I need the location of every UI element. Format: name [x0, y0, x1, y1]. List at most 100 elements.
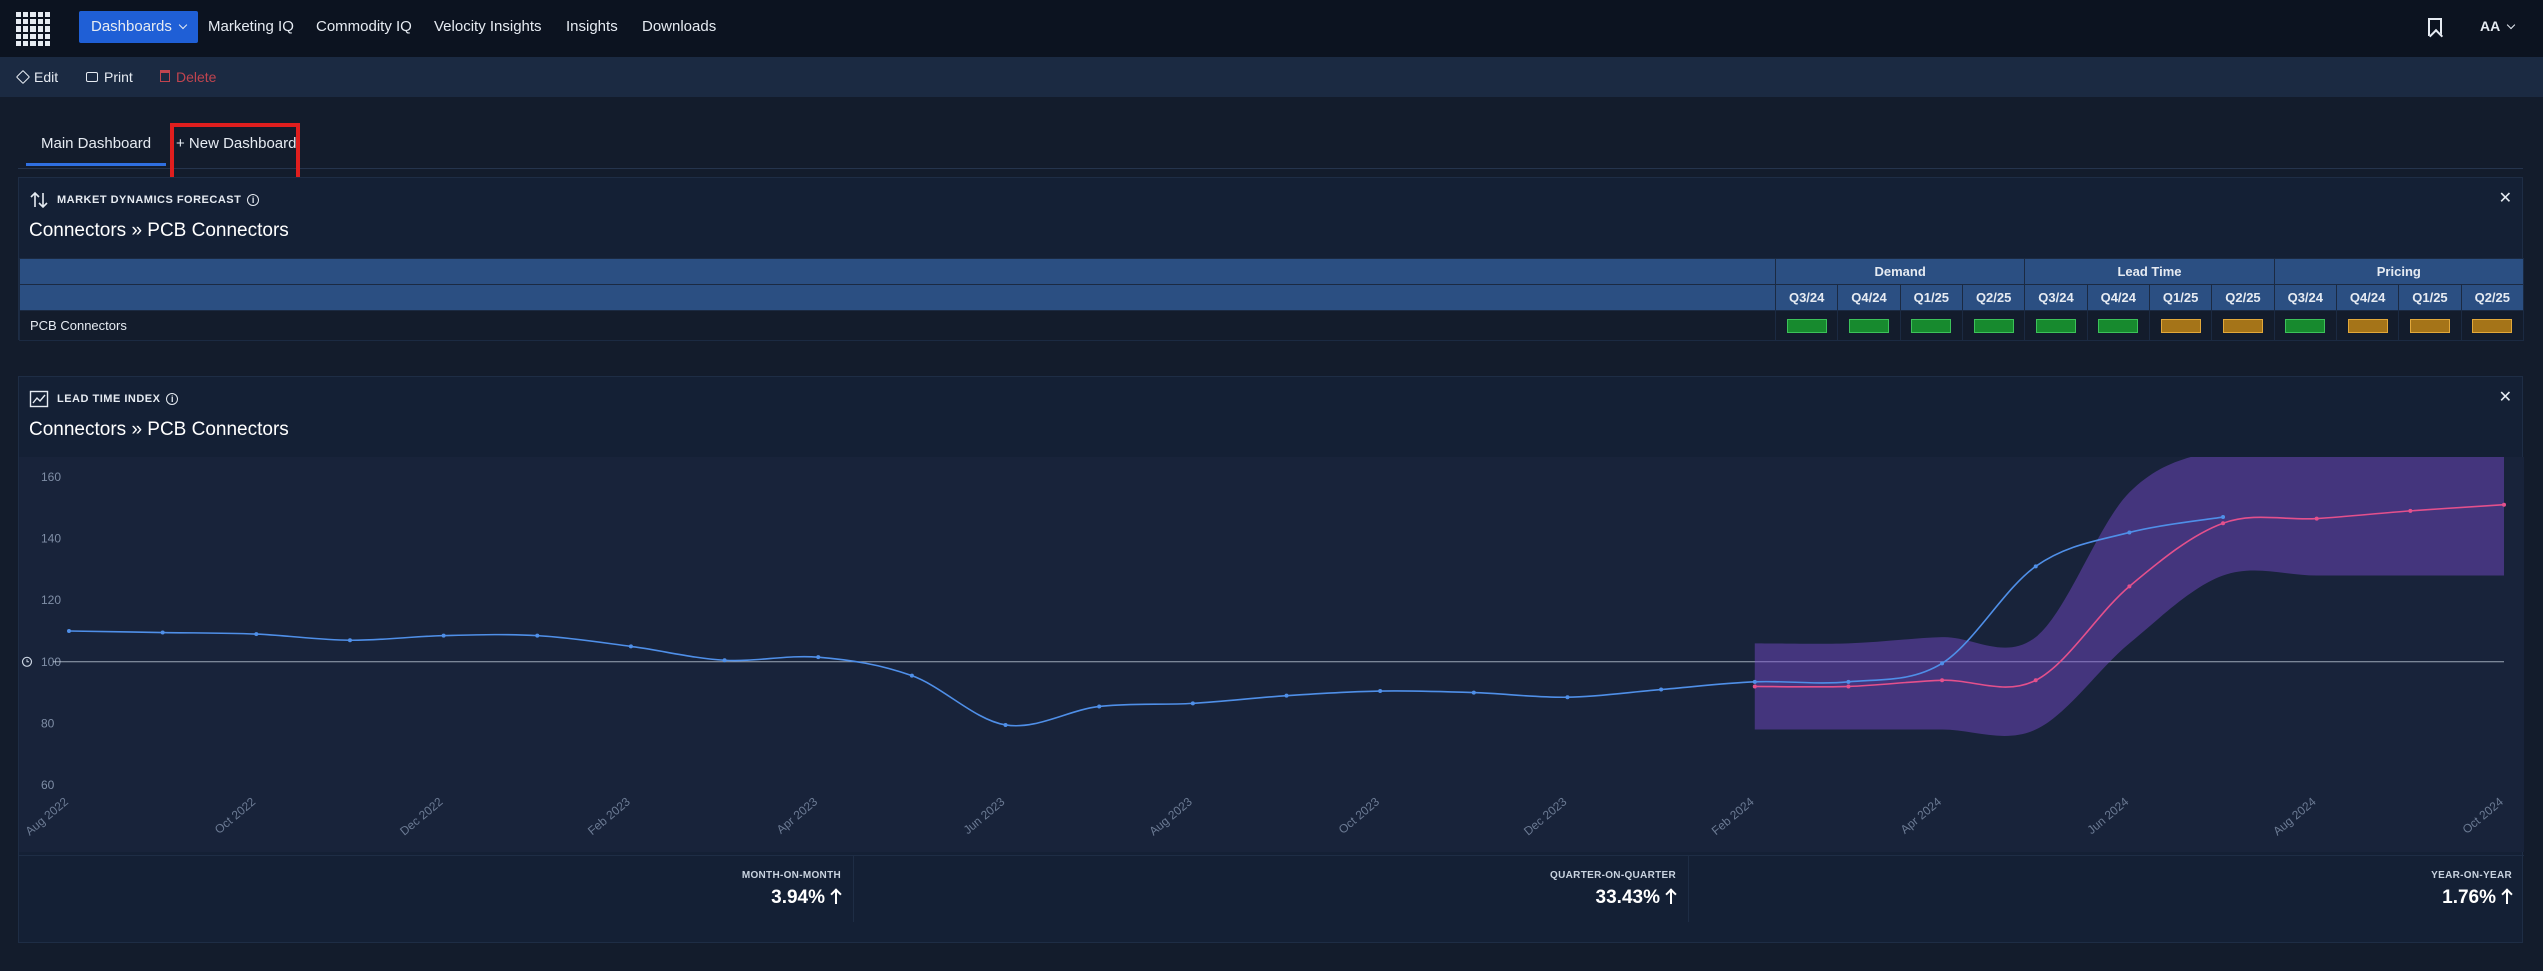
data-point	[441, 633, 446, 638]
status-cell	[1899, 310, 1963, 341]
stat-value: 3.94%	[19, 887, 841, 909]
data-point	[1846, 684, 1851, 689]
panel-subtitle: Connectors » PCB Connectors	[29, 220, 289, 241]
status-indicator	[1848, 318, 1889, 333]
data-point	[535, 633, 540, 638]
quarter-header: Q3/24	[1774, 284, 1839, 311]
nav-commodity-iq[interactable]: Commodity IQ	[316, 18, 412, 35]
data-point	[1471, 690, 1476, 695]
data-point	[1565, 695, 1570, 700]
status-cell	[1837, 310, 1901, 341]
clock-hands	[26, 659, 29, 663]
info-icon[interactable]: i	[247, 194, 260, 206]
sort-arrows-icon	[30, 191, 48, 209]
chevron-down-icon	[178, 20, 188, 30]
delete-button[interactable]: Delete	[160, 57, 216, 97]
close-icon[interactable]: ✕	[2498, 190, 2512, 207]
quarter-header: Q3/24	[2273, 284, 2337, 311]
data-point	[1190, 701, 1195, 706]
nav-dashboards[interactable]: Dashboards	[79, 11, 198, 43]
arrow-up-icon	[1666, 888, 1676, 904]
data-point	[1659, 687, 1664, 692]
highlight-box	[170, 123, 300, 183]
stats-bar: MONTH-ON-MONTH 3.94% QUARTER-ON-QUARTER …	[19, 855, 2524, 922]
dashboard-toolbar: Edit Print Delete	[0, 57, 2543, 97]
status-indicator	[1973, 318, 2014, 333]
table-quarter-row: Q3/24 Q4/24 Q1/25 Q2/25 Q3/24 Q4/24 Q1/2…	[19, 284, 2525, 311]
arrow-up-icon	[831, 888, 841, 904]
quarter-header: Q3/24	[2024, 284, 2088, 311]
quarter-header: Q1/25	[1899, 284, 1963, 311]
lead-time-index-panel: LEAD TIME INDEX i ✕ Connectors » PCB Con…	[18, 376, 2524, 943]
quarter-header: Q2/25	[2211, 284, 2275, 311]
quarter-header: Q4/24	[1837, 284, 1901, 311]
user-menu[interactable]: AA	[2480, 18, 2516, 34]
data-point	[1846, 679, 1851, 684]
quarter-header: Q2/25	[2460, 284, 2525, 311]
status-indicator	[2472, 318, 2513, 333]
quarter-header: Q4/24	[2335, 284, 2400, 311]
tab-new-dashboard[interactable]: + New Dashboard	[176, 135, 297, 152]
print-button[interactable]: Print	[86, 57, 133, 97]
data-point	[816, 655, 821, 660]
status-cell	[2273, 310, 2337, 341]
status-indicator	[2409, 318, 2450, 333]
data-point	[1097, 704, 1102, 709]
stat-label: YEAR-ON-YEAR	[2431, 870, 2512, 881]
data-point	[67, 629, 71, 633]
nav-insights[interactable]: Insights	[566, 18, 618, 35]
chart-background	[19, 457, 2524, 852]
status-indicator	[2347, 318, 2388, 333]
status-cell	[2024, 310, 2088, 341]
lead-time-chart[interactable]: 60 80 100 120 140 160 Aug 2022 Oct 2022 Dec 2022…	[19, 436, 2524, 852]
data-point	[1752, 684, 1757, 689]
group-header: Lead Time	[2024, 258, 2275, 285]
row-label: PCB Connectors	[19, 310, 1776, 341]
status-cell	[2211, 310, 2275, 341]
close-icon[interactable]: ✕	[2498, 389, 2512, 406]
status-indicator	[1786, 318, 1827, 333]
app-logo-icon[interactable]	[16, 12, 50, 46]
panel-title: MARKET DYNAMICS FORECAST	[57, 194, 242, 206]
data-point	[2408, 508, 2413, 513]
data-point	[628, 644, 633, 649]
status-cell	[1774, 310, 1839, 341]
printer-icon	[86, 72, 98, 82]
tab-main-dashboard[interactable]: Main Dashboard	[26, 122, 167, 166]
y-tick-label: 160	[41, 470, 61, 484]
stat-quarter-on-quarter: QUARTER-ON-QUARTER 33.43%	[854, 856, 1689, 922]
stat-year-on-year: YEAR-ON-YEAR 1.76%	[1689, 856, 2524, 922]
y-tick-label: 120	[41, 593, 61, 607]
data-point	[909, 673, 914, 678]
panel-header: MARKET DYNAMICS FORECAST i	[29, 190, 260, 210]
bookmark-icon[interactable]	[2428, 18, 2442, 36]
chevron-down-icon	[2506, 20, 2516, 30]
table-row[interactable]: PCB Connectors	[19, 310, 2525, 341]
nav-downloads[interactable]: Downloads	[642, 18, 717, 35]
edit-button[interactable]: Edit	[15, 57, 58, 97]
data-point	[160, 630, 165, 635]
data-point	[254, 632, 259, 637]
quarter-header: Q2/25	[1961, 284, 2026, 311]
forecast-table: Demand Lead Time Pricing Q3/24 Q4/24 Q1/…	[19, 258, 2525, 341]
data-point	[347, 638, 352, 643]
dashboard-tabs: Main Dashboard + New Dashboard	[18, 97, 2523, 169]
nav-marketing-iq[interactable]: Marketing IQ	[208, 18, 294, 35]
status-indicator	[1911, 318, 1952, 333]
nav-velocity-insights[interactable]: Velocity Insights	[434, 18, 542, 35]
data-point	[1284, 693, 1289, 698]
status-cell	[1961, 310, 2026, 341]
status-cell	[2398, 310, 2462, 341]
status-indicator	[2035, 318, 2076, 333]
group-header: Demand	[1774, 258, 2026, 285]
quarter-header: Q1/25	[2148, 284, 2213, 311]
info-icon[interactable]: i	[166, 393, 179, 405]
status-indicator	[2160, 318, 2201, 333]
y-tick-label: 60	[41, 778, 55, 792]
data-point	[2314, 516, 2319, 521]
table-header-blank	[19, 284, 1776, 311]
group-header: Pricing	[2273, 258, 2525, 285]
stat-label: QUARTER-ON-QUARTER	[1550, 870, 1676, 881]
y-tick-label: 100	[41, 655, 61, 669]
